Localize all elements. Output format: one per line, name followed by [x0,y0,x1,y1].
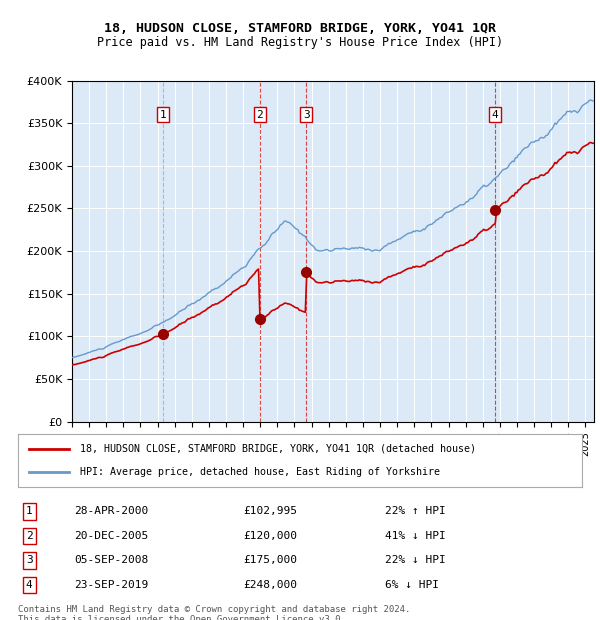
Text: 28-APR-2000: 28-APR-2000 [74,507,149,516]
Text: 18, HUDSON CLOSE, STAMFORD BRIDGE, YORK, YO41 1QR (detached house): 18, HUDSON CLOSE, STAMFORD BRIDGE, YORK,… [80,444,476,454]
Text: £248,000: £248,000 [244,580,298,590]
Text: 18, HUDSON CLOSE, STAMFORD BRIDGE, YORK, YO41 1QR: 18, HUDSON CLOSE, STAMFORD BRIDGE, YORK,… [104,22,496,35]
Text: 2: 2 [26,531,32,541]
Text: £120,000: £120,000 [244,531,298,541]
Text: 4: 4 [492,110,499,120]
Text: Price paid vs. HM Land Registry's House Price Index (HPI): Price paid vs. HM Land Registry's House … [97,36,503,49]
Text: 23-SEP-2019: 23-SEP-2019 [74,580,149,590]
Text: 3: 3 [26,556,32,565]
Text: 05-SEP-2008: 05-SEP-2008 [74,556,149,565]
Text: 41% ↓ HPI: 41% ↓ HPI [385,531,445,541]
Text: 22% ↑ HPI: 22% ↑ HPI [385,507,445,516]
Text: 1: 1 [26,507,32,516]
Text: £102,995: £102,995 [244,507,298,516]
Text: 20-DEC-2005: 20-DEC-2005 [74,531,149,541]
Text: 4: 4 [26,580,32,590]
Text: HPI: Average price, detached house, East Riding of Yorkshire: HPI: Average price, detached house, East… [80,467,440,477]
Text: 3: 3 [303,110,310,120]
Text: 6% ↓ HPI: 6% ↓ HPI [385,580,439,590]
Text: £175,000: £175,000 [244,556,298,565]
Text: Contains HM Land Registry data © Crown copyright and database right 2024.
This d: Contains HM Land Registry data © Crown c… [18,604,410,620]
Text: 1: 1 [160,110,166,120]
Text: 2: 2 [256,110,263,120]
Text: 22% ↓ HPI: 22% ↓ HPI [385,556,445,565]
